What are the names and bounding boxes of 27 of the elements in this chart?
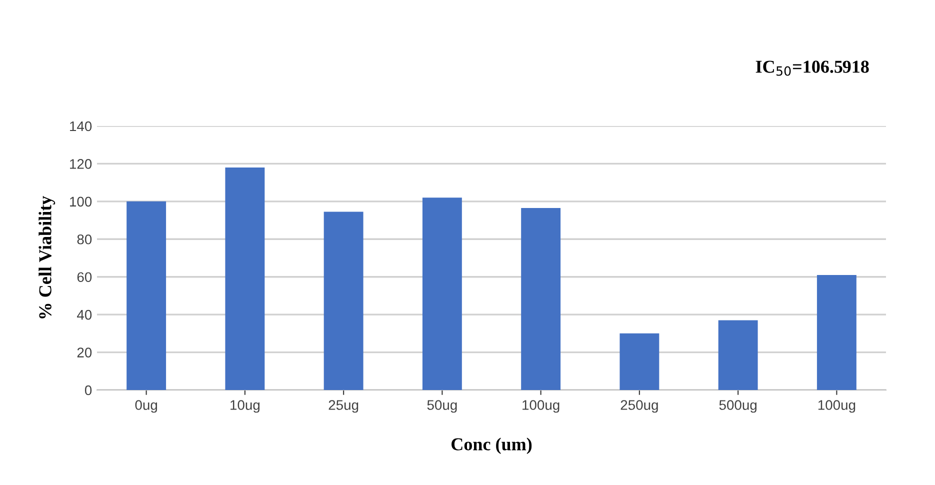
x-tick-label: 250ug <box>620 400 658 413</box>
y-tick-label: 0 <box>84 385 92 396</box>
x-tick-label: 500ug <box>719 400 756 413</box>
y-tick-label: 20 <box>77 348 92 358</box>
x-tick-label: 0ug <box>135 400 158 413</box>
y-tick-label: 100 <box>70 196 92 207</box>
x-tick-label: 100ug <box>522 400 560 413</box>
y-tick-label: 120 <box>70 159 92 169</box>
x-tick-label: 100ug <box>818 400 856 413</box>
text: IC$_{50}$=106.5918 <box>756 60 869 76</box>
y-tick-label: 40 <box>77 310 92 320</box>
x-tick-label: 25ug <box>328 400 358 413</box>
bar <box>521 208 561 390</box>
x-axis-title: Conc (um) <box>452 438 532 454</box>
bar <box>718 320 758 390</box>
bar <box>126 201 166 390</box>
y-tick-label: 80 <box>77 234 92 244</box>
bar <box>422 198 462 390</box>
x-tick-label: 10ug <box>230 400 260 413</box>
bar <box>324 212 364 390</box>
x-tick-label: 50ug <box>427 400 457 413</box>
bar <box>225 167 265 390</box>
bar <box>620 333 660 390</box>
y-tick-label: 140 <box>70 121 92 132</box>
y-tick-label: 60 <box>77 272 92 282</box>
bar <box>816 274 856 390</box>
y-axis-title: % Cell Viability <box>38 196 56 318</box>
